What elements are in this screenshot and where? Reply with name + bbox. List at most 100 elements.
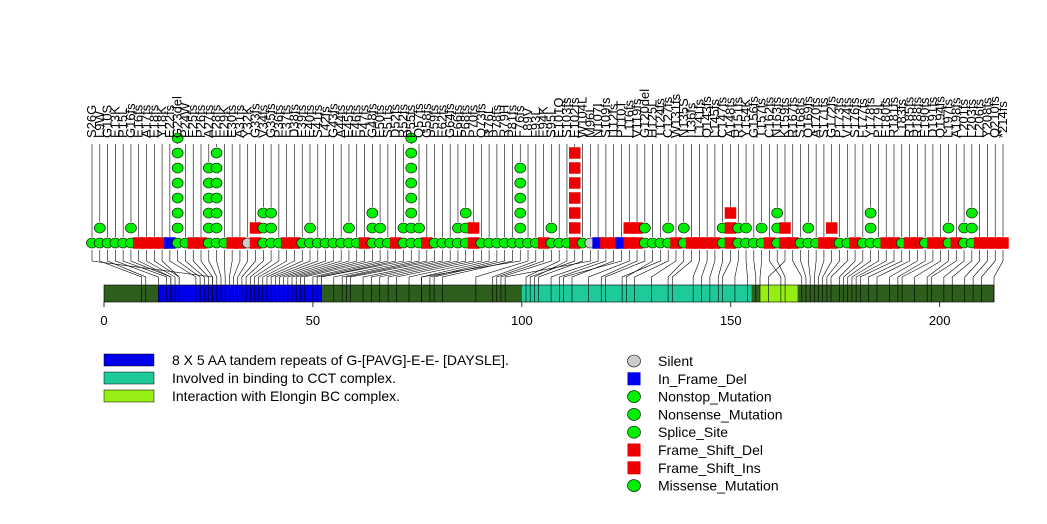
mutation-connector — [855, 250, 887, 285]
mutation-connector — [362, 250, 443, 285]
mutation-label: G120del — [637, 89, 652, 138]
mutation-label: E180fs — [878, 97, 893, 138]
mutation-label: E50fs — [372, 104, 387, 138]
mutation-connector — [951, 250, 973, 285]
mutation-circle-marker — [171, 207, 184, 219]
mutation-connector — [588, 250, 630, 285]
mutation-label: Y178fs — [863, 97, 878, 138]
mutation-label: E102fs — [567, 97, 582, 138]
mutation-circle-marker — [210, 222, 223, 234]
mutation-label: E45fs — [341, 104, 356, 138]
x-tick-label: 150 — [720, 313, 742, 328]
mutation-connector — [122, 250, 167, 285]
mutation-connector — [291, 250, 350, 285]
mutation-circle-marker — [966, 207, 978, 219]
mutation-circle-marker — [677, 222, 690, 234]
mutation-connector — [651, 250, 677, 285]
mutation-connector — [233, 250, 241, 285]
mutation-connector — [889, 250, 918, 285]
mutation-circle-marker — [740, 222, 752, 234]
mutation-label: E190fs — [917, 97, 932, 138]
mutation-connector — [800, 250, 807, 285]
mutation-connector — [897, 250, 926, 285]
mutation-connector — [626, 250, 653, 285]
mutation-connector — [559, 250, 607, 285]
mutation-circle-marker — [374, 222, 386, 234]
mutation-connector — [492, 250, 537, 285]
mutation-label: L183fs — [894, 98, 909, 138]
legend-type-label: Silent — [658, 353, 693, 369]
mutation-label: W104L — [575, 97, 590, 138]
mutation-square-marker — [825, 222, 838, 234]
mutation-label: A148fs — [722, 97, 737, 138]
mutation-circle-marker — [662, 222, 674, 234]
mutation-connector — [621, 250, 661, 285]
mutation-label: D52fs — [388, 104, 403, 138]
mutation-connector — [792, 250, 803, 285]
mutation-circle-marker — [405, 132, 418, 144]
mutation-label: R52fs — [395, 104, 410, 138]
mutation-circle-marker — [514, 177, 527, 189]
mutation-connector — [843, 250, 864, 285]
mutation-label: T157fs — [754, 98, 769, 138]
mutation-label: G172fs — [824, 96, 839, 138]
mutation-connector — [254, 250, 280, 285]
mutation-circle-marker — [864, 222, 877, 234]
mutation-connector — [769, 250, 782, 285]
mutation-connector — [717, 250, 723, 285]
mutation-connector — [245, 250, 264, 285]
mutation-label: G58fs — [419, 103, 434, 138]
mutation-label: S109fs — [598, 97, 613, 138]
mutation-circle-marker — [459, 207, 472, 219]
mutation-connector — [851, 250, 879, 285]
mutation-connector — [822, 250, 833, 285]
mutation-circle-marker — [405, 207, 418, 219]
legend-square-marker — [627, 372, 641, 386]
mutation-connector — [496, 250, 544, 285]
legend-type-label: In_Frame_Del — [658, 371, 747, 387]
mutation-connector — [387, 250, 467, 285]
mutation-circle-marker — [171, 132, 184, 144]
legend-circle-marker — [627, 390, 641, 403]
mutation-label: A17fs — [139, 104, 154, 138]
mutation-label: C147fs — [715, 96, 730, 138]
mutation-square-marker — [569, 207, 581, 219]
mutation-label: V34fs — [255, 104, 270, 138]
mutation-label: P15L — [115, 108, 130, 138]
mutation-connector — [563, 250, 622, 285]
mutation-connector — [839, 250, 856, 285]
mutation-connector — [876, 250, 910, 285]
mutation-circle-marker — [171, 192, 184, 204]
mutation-connector — [177, 250, 201, 285]
mutation-connector — [868, 250, 903, 285]
mutation-circle-marker — [405, 177, 418, 189]
mutation-label: G33fs — [248, 103, 263, 138]
mutation-label: N163fs — [769, 96, 784, 138]
mutation-label: C162fs — [761, 96, 776, 138]
mutation-connector — [859, 250, 895, 285]
mutation-circle-marker — [639, 222, 651, 234]
mutation-label: E29K — [216, 106, 231, 138]
mutation-connector — [275, 250, 319, 285]
mutation-connector — [931, 250, 957, 285]
mutation-circle-marker — [171, 162, 184, 174]
mutation-label: V119fs — [629, 98, 644, 138]
mutation-connector — [229, 250, 233, 285]
mutation-label: R167fs — [785, 96, 800, 138]
mutation-connector — [333, 250, 412, 285]
protein-domain — [760, 285, 798, 302]
mutation-connector — [830, 250, 848, 285]
mutation-label: S95L — [543, 108, 558, 138]
mutation-square-marker — [779, 222, 791, 234]
mutation-label: G16fs — [123, 103, 138, 138]
mutation-connector — [808, 250, 811, 285]
mutation-label: R151fs — [730, 96, 745, 138]
mutation-connector — [600, 250, 638, 285]
mutation-label: D38fs — [286, 104, 301, 138]
mutation-label: A170fs — [808, 97, 823, 138]
mutation-circle-marker — [265, 222, 277, 234]
mutation-connector — [312, 250, 381, 285]
mutation-label: P26fs — [193, 104, 208, 138]
mutation-connector — [550, 250, 599, 285]
mutation-label: W131fs — [668, 93, 683, 138]
